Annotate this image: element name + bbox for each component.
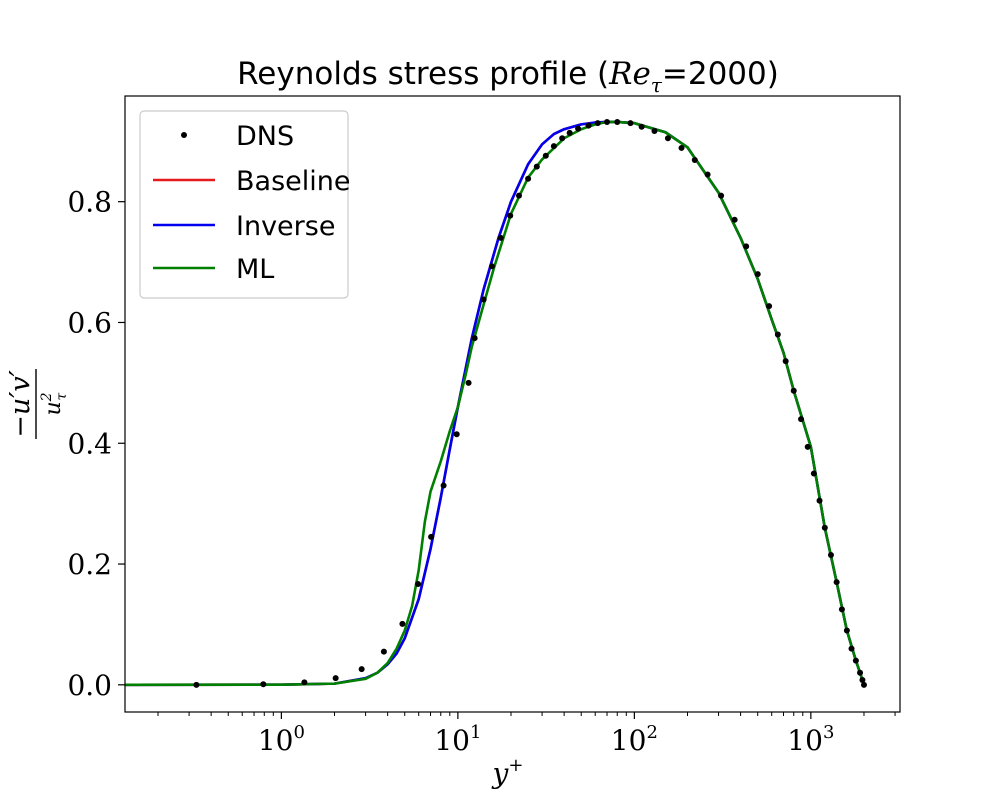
dns-point xyxy=(664,135,671,142)
y-axis-label-denominator-sub: τ xyxy=(54,392,70,400)
dns-point xyxy=(691,157,698,164)
dns-point xyxy=(594,120,601,127)
y-axis-label-denominator-sup: 2 xyxy=(39,392,55,402)
dns-point xyxy=(651,128,658,135)
dns-point xyxy=(754,271,761,278)
dns-point xyxy=(559,135,566,142)
series-layer xyxy=(125,118,867,688)
dns-point xyxy=(804,443,811,450)
dns-point xyxy=(453,431,460,438)
dns-point xyxy=(827,551,834,558)
y-tick-label: 0.2 xyxy=(67,548,112,581)
dns-point xyxy=(604,118,611,125)
dns-point xyxy=(550,143,557,150)
legend-box xyxy=(139,110,349,299)
legend: DNS Baseline Inverse ML xyxy=(139,110,350,299)
y-axis-ticks: 0.0 0.2 0.4 0.6 0.8 xyxy=(67,186,125,702)
dns-point xyxy=(843,627,850,634)
dns-point xyxy=(428,533,435,540)
dns-point xyxy=(821,524,828,531)
x-tick-label: 100 xyxy=(258,722,305,757)
chart-title-pre: Reynolds stress profile ( xyxy=(237,56,609,92)
dns-point xyxy=(516,192,522,199)
y-tick-label: 0.0 xyxy=(67,669,112,702)
dns-point xyxy=(507,212,514,219)
dns-point xyxy=(743,243,750,250)
dns-point xyxy=(857,669,864,676)
plot-frame xyxy=(124,95,901,713)
dns-point xyxy=(440,482,447,489)
dns-point xyxy=(533,163,540,170)
x-axis-label-sup: + xyxy=(508,755,523,776)
legend-label-baseline: Baseline xyxy=(236,166,350,197)
y-axis-label-denominator: u2τ xyxy=(39,392,70,415)
dns-point xyxy=(838,606,845,613)
dns-point xyxy=(465,379,472,386)
dns-point xyxy=(810,470,817,477)
dns-point xyxy=(260,681,267,688)
series-markers-dns xyxy=(193,118,867,688)
dns-point xyxy=(480,296,487,303)
dns-point xyxy=(301,679,308,686)
dns-point xyxy=(766,303,773,310)
x-tick-label: 101 xyxy=(434,722,481,757)
dns-point xyxy=(718,192,725,199)
dns-point xyxy=(614,118,621,125)
dns-point xyxy=(731,216,738,223)
dns-point xyxy=(678,144,685,151)
dns-point xyxy=(497,234,504,241)
y-tick-label: 0.8 xyxy=(67,186,112,219)
y-axis-label-denominator-base: u xyxy=(41,401,66,415)
dns-point xyxy=(798,416,805,423)
dns-point xyxy=(525,175,532,182)
dns-point xyxy=(566,129,573,136)
chart-title-symbol-sub: τ xyxy=(651,73,663,97)
chart-title: Reynolds stress profile (Reτ=2000) xyxy=(237,56,779,97)
dns-point xyxy=(380,648,387,655)
x-axis-label: y+ xyxy=(491,755,524,790)
y-axis-label: −u′v′ u2τ xyxy=(5,369,70,439)
y-tick-label: 0.6 xyxy=(67,306,112,339)
x-axis-ticks: 100 101 102 103 xyxy=(157,712,896,757)
dns-point xyxy=(193,681,200,688)
dns-point xyxy=(415,580,422,587)
dns-point xyxy=(816,497,823,504)
dns-point xyxy=(542,152,549,159)
dns-point xyxy=(575,125,582,132)
chart-title-symbol: Re xyxy=(608,56,651,92)
dns-point xyxy=(790,387,797,394)
y-tick-label: 0.4 xyxy=(67,427,112,460)
dns-point xyxy=(471,335,478,342)
dns-point xyxy=(848,645,855,652)
dns-point xyxy=(852,657,859,664)
dns-point xyxy=(358,666,365,673)
dns-point xyxy=(860,681,867,688)
legend-swatch-dns xyxy=(181,132,187,138)
dns-point xyxy=(627,120,634,127)
x-axis-label-base: y xyxy=(491,757,510,790)
x-tick-label: 103 xyxy=(787,722,834,757)
dns-point xyxy=(782,358,789,365)
dns-point xyxy=(774,331,781,338)
dns-point xyxy=(638,123,645,130)
legend-label-inverse: Inverse xyxy=(236,211,335,242)
dns-point xyxy=(704,171,711,178)
x-tick-label: 102 xyxy=(611,722,658,757)
chart-title-post: =2000) xyxy=(662,56,779,92)
dns-point xyxy=(399,620,406,627)
dns-point xyxy=(585,122,592,129)
legend-label-ml: ML xyxy=(236,254,274,285)
legend-label-dns: DNS xyxy=(236,121,294,152)
dns-point xyxy=(833,579,840,586)
dns-point xyxy=(332,675,339,682)
y-axis-label-numerator: −u′v′ xyxy=(5,370,36,438)
dns-point xyxy=(488,263,495,270)
dns-point xyxy=(859,676,866,683)
